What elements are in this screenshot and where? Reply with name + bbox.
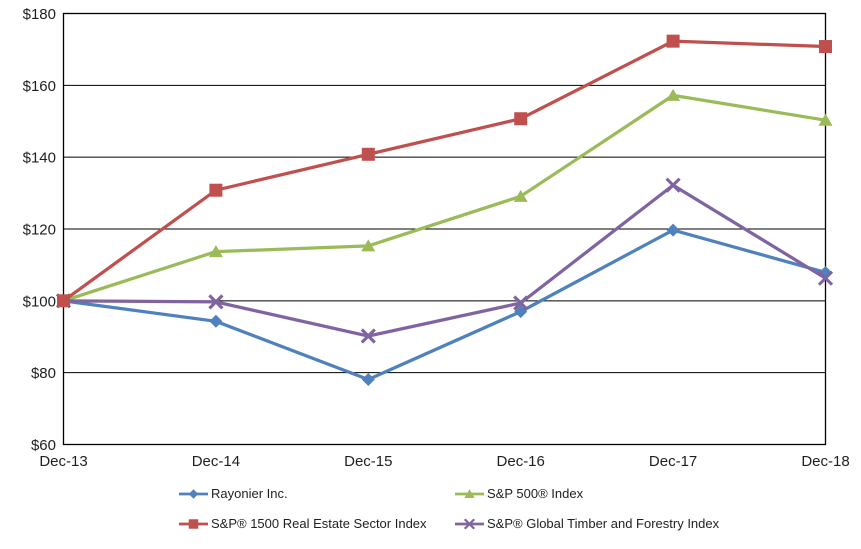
- x-axis-tick-label: Dec-16: [497, 453, 545, 470]
- triangle-marker: [666, 88, 681, 101]
- legend-label: S&P 500® Index: [487, 486, 584, 501]
- diamond-marker: [188, 489, 199, 499]
- legend-item-0: Rayonier Inc.: [179, 487, 288, 501]
- x-marker: [665, 177, 681, 193]
- y-axis-tick-label: $100: [23, 293, 56, 310]
- legend-item-1: S&P 500® Index: [455, 487, 583, 501]
- x-axis-tick-label: Dec-18: [801, 453, 849, 470]
- triangle-marker: [361, 239, 376, 252]
- square-marker: [514, 112, 528, 126]
- square-marker: [209, 183, 223, 197]
- triangle-marker: [208, 245, 223, 258]
- x-axis-tick-label: Dec-13: [39, 453, 87, 470]
- x-axis-tick-label: Dec-17: [649, 453, 697, 470]
- series-2: [57, 34, 832, 308]
- x-axis-tick-label: Dec-15: [344, 453, 392, 470]
- legend-label: S&P® 1500 Real Estate Sector Index: [211, 516, 427, 531]
- legend-marker-triangle: [455, 489, 484, 499]
- square-marker: [57, 294, 70, 308]
- diamond-marker: [209, 314, 223, 328]
- x-marker: [513, 295, 529, 311]
- triangle-marker: [464, 489, 475, 499]
- y-axis-tick-label: $180: [23, 6, 56, 23]
- series-1: [56, 88, 833, 307]
- series-line: [63, 93, 826, 303]
- y-axis-tick-label: $160: [23, 78, 56, 95]
- x-marker: [463, 518, 476, 530]
- series-line: [63, 183, 827, 338]
- legend-label: Rayonier Inc.: [211, 486, 288, 501]
- plot-border: [62, 12, 827, 446]
- series-line: [63, 228, 826, 382]
- square-marker: [361, 147, 375, 161]
- legend-marker-diamond: [179, 489, 208, 499]
- legend-item-2: S&P® 1500 Real Estate Sector Index: [179, 517, 427, 531]
- y-axis-tick-label: $60: [31, 437, 56, 454]
- x-marker: [360, 328, 376, 344]
- x-marker: [817, 270, 834, 286]
- square-marker: [819, 40, 832, 54]
- y-axis-tick-label: $120: [23, 222, 56, 239]
- series-0: [57, 223, 832, 386]
- x-axis-tick-label: Dec-14: [192, 453, 240, 470]
- square-marker: [666, 34, 680, 48]
- x-marker: [208, 294, 224, 310]
- triangle-marker: [513, 189, 528, 202]
- legend-marker-x: [455, 518, 484, 530]
- square-marker: [188, 519, 199, 529]
- diamond-marker: [361, 372, 375, 386]
- series-3: [55, 177, 834, 344]
- legend-item-3: S&P® Global Timber and Forestry Index: [455, 517, 719, 531]
- y-axis-tick-label: $80: [31, 365, 56, 382]
- y-axis-tick-label: $140: [23, 150, 56, 167]
- legend-marker-square: [179, 519, 208, 529]
- legend-label: S&P® Global Timber and Forestry Index: [487, 516, 720, 531]
- triangle-marker: [818, 113, 833, 126]
- series-line: [62, 39, 826, 303]
- diamond-marker: [666, 223, 680, 237]
